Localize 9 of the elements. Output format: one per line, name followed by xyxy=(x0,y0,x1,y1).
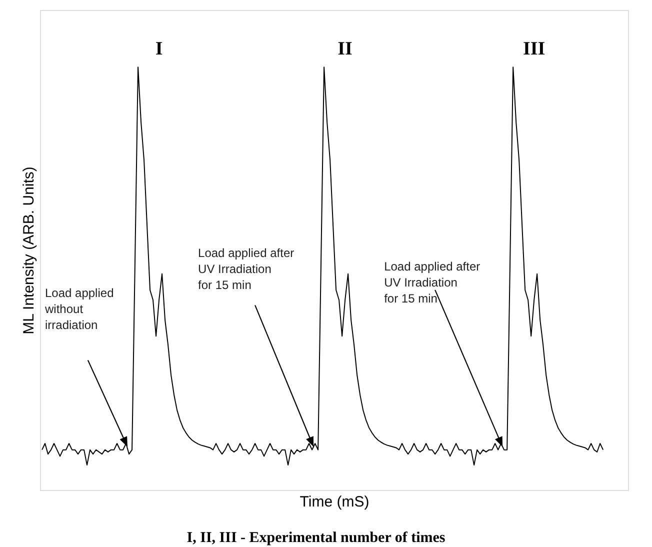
text: II xyxy=(338,38,352,60)
y-axis-title: ML Intensity (ARB. Units) xyxy=(20,166,38,334)
text: I xyxy=(155,38,163,60)
text: III xyxy=(522,38,546,60)
annotation: Load applied after UV Irradiation for 15 min xyxy=(198,246,294,292)
text: I, II, III - Experimental number of times xyxy=(186,530,446,546)
annotation: Load applied without irradiation xyxy=(44,286,114,332)
annotation: Load applied after UV Irradiation for 15 min xyxy=(384,260,480,306)
x-axis-title: Time (mS) xyxy=(300,494,370,510)
